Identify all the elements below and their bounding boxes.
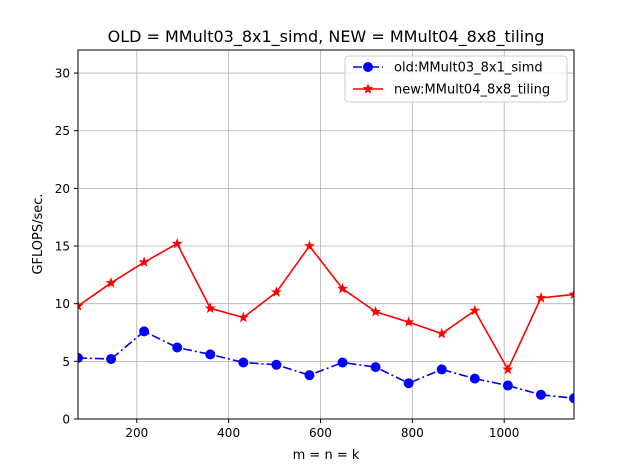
data-point: [171, 237, 183, 249]
data-point: [138, 256, 150, 267]
series-layer: [78, 237, 574, 404]
y-tick-label: 10: [55, 297, 70, 311]
data-point: [303, 240, 315, 251]
y-tick-label: 0: [62, 413, 70, 427]
x-axis-ticks: 200 400 600 800 1000: [125, 419, 519, 440]
x-tick-label: 400: [217, 426, 240, 440]
data-point: [106, 354, 117, 365]
y-tick-label: 5: [62, 355, 70, 369]
data-point: [271, 359, 282, 370]
x-axis-label: m = n = k: [293, 448, 360, 463]
y-tick-label: 30: [55, 67, 70, 81]
series-line: [78, 242, 574, 371]
data-point: [172, 342, 183, 353]
y-axis-label: GFLOPS/sec.: [31, 193, 46, 274]
data-point: [370, 305, 382, 317]
data-point: [569, 393, 574, 404]
x-tick-label: 200: [125, 426, 148, 440]
data-point: [270, 286, 282, 297]
plot-frame: [77, 49, 575, 420]
data-point: [237, 311, 249, 323]
x-tick-label: 1000: [489, 426, 520, 440]
data-point: [78, 352, 83, 363]
legend-label: old:MMult03_8x1_simd: [394, 61, 543, 76]
x-tick-label: 600: [309, 426, 332, 440]
data-point: [105, 277, 117, 288]
legend-marker: [362, 83, 374, 94]
legend-box: [344, 55, 568, 103]
data-point: [403, 378, 414, 389]
data-point: [304, 370, 315, 381]
data-point: [502, 363, 514, 375]
grid: [78, 50, 574, 420]
series-2: [78, 237, 574, 375]
x-tick-label: 800: [401, 426, 424, 440]
data-point: [337, 357, 348, 368]
y-tick-label: 15: [55, 240, 70, 254]
legend-marker: [363, 62, 373, 72]
data-point: [436, 364, 447, 375]
data-point: [139, 326, 150, 337]
data-point: [436, 327, 448, 339]
data-point: [535, 389, 546, 400]
chart-title: OLD = MMult03_8x1_simd, NEW = MMult04_8x…: [108, 27, 545, 47]
y-tick-label: 25: [55, 124, 70, 138]
data-point: [204, 302, 216, 313]
data-point: [205, 349, 216, 360]
data-point: [535, 292, 547, 303]
y-axis-ticks: 0 5 10 15 20 25 30: [55, 67, 78, 427]
series-1: [78, 326, 574, 404]
data-point: [238, 357, 249, 368]
data-point: [502, 380, 513, 391]
legend: old:MMult03_8x1_simd new:MMult04_8x8_tili…: [344, 55, 568, 103]
y-tick-label: 20: [55, 182, 70, 196]
data-point: [370, 362, 381, 373]
data-point: [403, 316, 415, 327]
data-point: [568, 288, 574, 300]
legend-label: new:MMult04_8x8_tiling: [394, 83, 550, 98]
data-point: [337, 282, 349, 294]
data-point: [78, 300, 84, 311]
data-point: [469, 373, 480, 384]
data-point: [469, 304, 481, 316]
